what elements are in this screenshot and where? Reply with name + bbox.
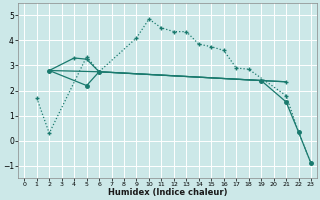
X-axis label: Humidex (Indice chaleur): Humidex (Indice chaleur) bbox=[108, 188, 228, 197]
